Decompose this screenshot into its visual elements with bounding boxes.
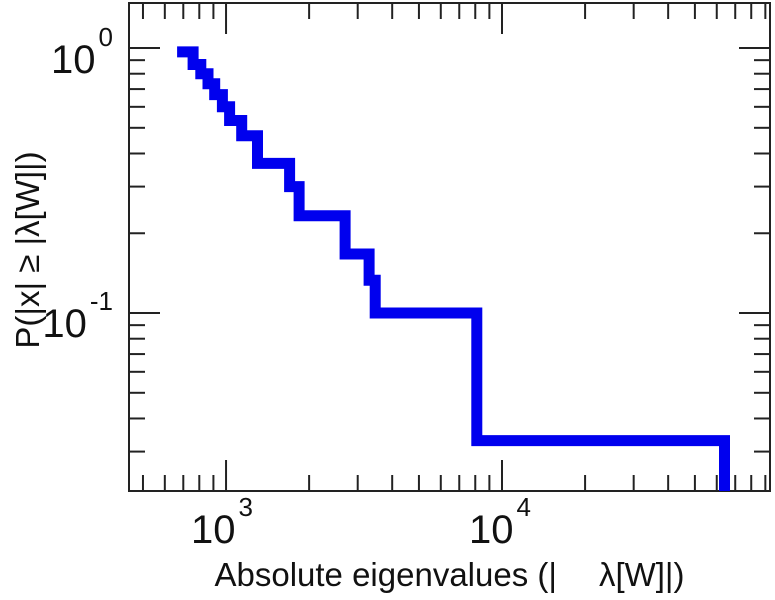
x-tick-label-1e4: 104 bbox=[469, 494, 531, 552]
y-tick-label-1e-1: 10-1 bbox=[42, 288, 113, 346]
x-axis-title-left: Absolute eigenvalues (| bbox=[214, 556, 557, 593]
x-tick-1e4-exp: 4 bbox=[516, 491, 531, 522]
y-tick-1e0-exp: 0 bbox=[98, 21, 113, 52]
y-tick-1e-1-base: 10 bbox=[42, 302, 87, 346]
y-tick-1e-1-exp: -1 bbox=[89, 285, 113, 316]
x-tick-1e3-base: 10 bbox=[191, 508, 236, 552]
ccdf-step-line bbox=[177, 46, 730, 491]
y-tick-1e0-base: 10 bbox=[51, 38, 96, 82]
x-tick-label-1e3: 103 bbox=[191, 494, 253, 552]
x-axis-title-right: λ[W]|) bbox=[598, 556, 685, 593]
y-tick-label-1e0: 100 bbox=[51, 24, 113, 82]
x-tick-1e3-exp: 3 bbox=[238, 491, 253, 522]
x-tick-1e4-base: 10 bbox=[469, 508, 514, 552]
plot-frame bbox=[128, 2, 771, 492]
y-axis-title: P(|x| ≥ |λ[W]|) bbox=[9, 151, 46, 349]
x-axis-title: Absolute eigenvalues (| λ[W]|) bbox=[129, 556, 770, 594]
